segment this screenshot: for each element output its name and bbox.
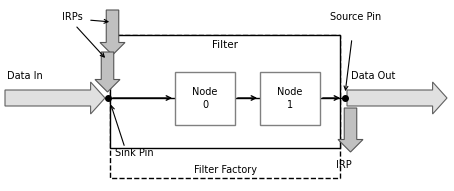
Bar [175,72,235,125]
Bar [110,35,340,148]
Polygon shape [95,52,120,92]
Text: IRPs: IRPs [62,12,83,22]
Bar [110,35,340,178]
Polygon shape [338,108,363,152]
Text: IRP: IRP [336,160,352,170]
Text: Filter Factory: Filter Factory [193,165,257,175]
Polygon shape [100,10,125,55]
Text: Source Pin: Source Pin [330,12,381,22]
Polygon shape [347,82,447,114]
Text: Data Out: Data Out [351,71,395,81]
Text: Node
0: Node 0 [192,87,217,110]
Text: Filter: Filter [212,40,238,50]
Text: Node
1: Node 1 [277,87,303,110]
Polygon shape [5,82,105,114]
Text: Data In: Data In [7,71,43,81]
Text: Sink Pin: Sink Pin [115,148,153,158]
Bar [260,72,320,125]
